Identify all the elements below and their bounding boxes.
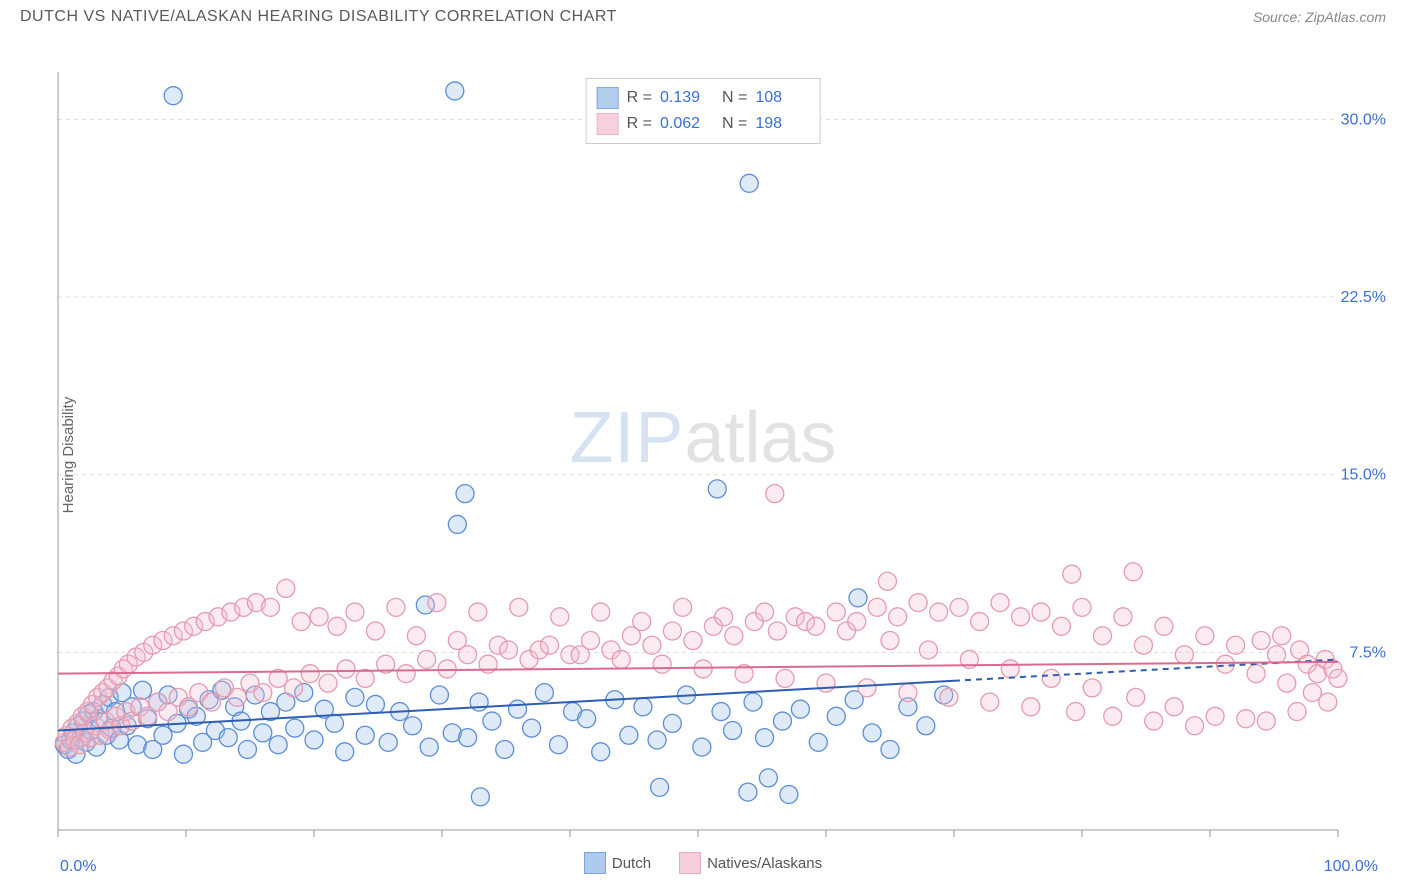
legend-r-value: 0.139 — [660, 89, 714, 107]
legend-r-label: R = — [627, 89, 652, 107]
legend-n-value: 108 — [755, 89, 809, 107]
chart-header: DUTCH VS NATIVE/ALASKAN HEARING DISABILI… — [8, 8, 1398, 30]
correlation-legend: R = 0.139 N = 108 R = 0.062 N = 198 — [586, 78, 821, 144]
legend-swatch — [597, 87, 619, 109]
chart-title: DUTCH VS NATIVE/ALASKAN HEARING DISABILI… — [20, 8, 617, 26]
svg-text:15.0%: 15.0% — [1341, 467, 1386, 484]
svg-text:7.5%: 7.5% — [1350, 644, 1386, 661]
chart-container: Hearing Disability 7.5%15.0%22.5%30.0% Z… — [8, 30, 1398, 880]
legend-r-label: R = — [627, 115, 652, 133]
y-axis-label: Hearing Disability — [60, 397, 77, 514]
chart-source: Source: ZipAtlas.com — [1253, 9, 1386, 25]
legend-swatch — [584, 852, 606, 874]
legend-swatch — [679, 852, 701, 874]
correlation-legend-row: R = 0.062 N = 198 — [597, 111, 810, 137]
series-legend: Dutch Natives/Alaskans — [8, 852, 1398, 874]
legend-n-label: N = — [722, 115, 747, 133]
legend-r-value: 0.062 — [660, 115, 714, 133]
legend-n-value: 198 — [755, 115, 809, 133]
legend-label: Natives/Alaskans — [707, 855, 822, 872]
legend-swatch — [597, 113, 619, 135]
series-legend-item: Natives/Alaskans — [679, 852, 822, 874]
legend-n-label: N = — [722, 89, 747, 107]
scatter-chart: 7.5% 15.0% 22.5% 30.0% — [8, 30, 1398, 880]
svg-text:30.0%: 30.0% — [1341, 111, 1386, 128]
legend-label: Dutch — [612, 855, 651, 872]
correlation-legend-row: R = 0.139 N = 108 — [597, 85, 810, 111]
series-legend-item: Dutch — [584, 852, 651, 874]
svg-text:22.5%: 22.5% — [1341, 289, 1386, 306]
